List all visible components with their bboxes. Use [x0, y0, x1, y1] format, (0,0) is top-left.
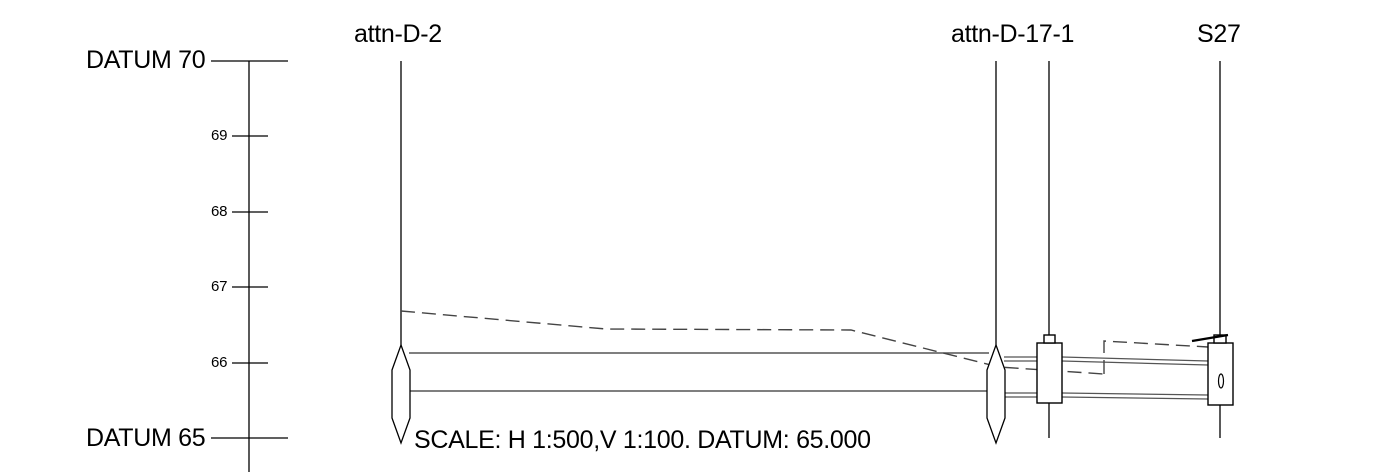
elevation-axis — [211, 60, 288, 472]
chamber-intermediate-body — [1036, 342, 1063, 404]
station-label-s27: S27 — [1197, 20, 1241, 48]
chamber-s27-inlet — [1217, 373, 1225, 389]
tick-label-66: 66 — [211, 354, 228, 371]
pipe-sec2-top-2 — [1061, 360, 1209, 366]
tick-label-67: 67 — [211, 278, 228, 295]
tick-label-68: 68 — [211, 203, 228, 220]
pipe-run-main — [409, 352, 989, 392]
chamber-attn-d-17-1-shape — [986, 343, 1006, 445]
station-label-attn-d-2: attn-D-2 — [354, 20, 442, 48]
station-lines — [400, 61, 1221, 438]
tick-label-69: 69 — [211, 127, 228, 144]
pipe-sec2-bot-1 — [1061, 392, 1209, 396]
chamber-s27 — [1191, 333, 1234, 406]
chamber-intermediate-top — [1043, 334, 1056, 344]
datum-bottom-label: DATUM 65 — [86, 424, 206, 452]
chamber-intermediate — [1036, 334, 1063, 404]
chamber-attn-d-2 — [391, 343, 411, 445]
chamber-attn-d-2-shape — [391, 343, 411, 445]
pipe-run-secondary — [1004, 356, 1209, 400]
chamber-attn-d-17-1 — [986, 343, 1006, 445]
datum-top-label: DATUM 70 — [86, 46, 206, 74]
chamber-s27-cover — [1191, 333, 1229, 343]
station-label-attn-d-17-1: attn-D-17-1 — [951, 20, 1075, 48]
pipe-sec2-bot-2 — [1061, 396, 1209, 400]
ground-line-end — [1103, 340, 1209, 374]
chamber-s27-top — [1213, 334, 1227, 344]
scale-note: SCALE: H 1:500,V 1:100. DATUM: 65.000 — [414, 426, 871, 454]
pipe-sec2-top-1 — [1061, 356, 1209, 362]
ground-line-main — [400, 310, 1105, 375]
ground-profile — [400, 310, 1209, 375]
